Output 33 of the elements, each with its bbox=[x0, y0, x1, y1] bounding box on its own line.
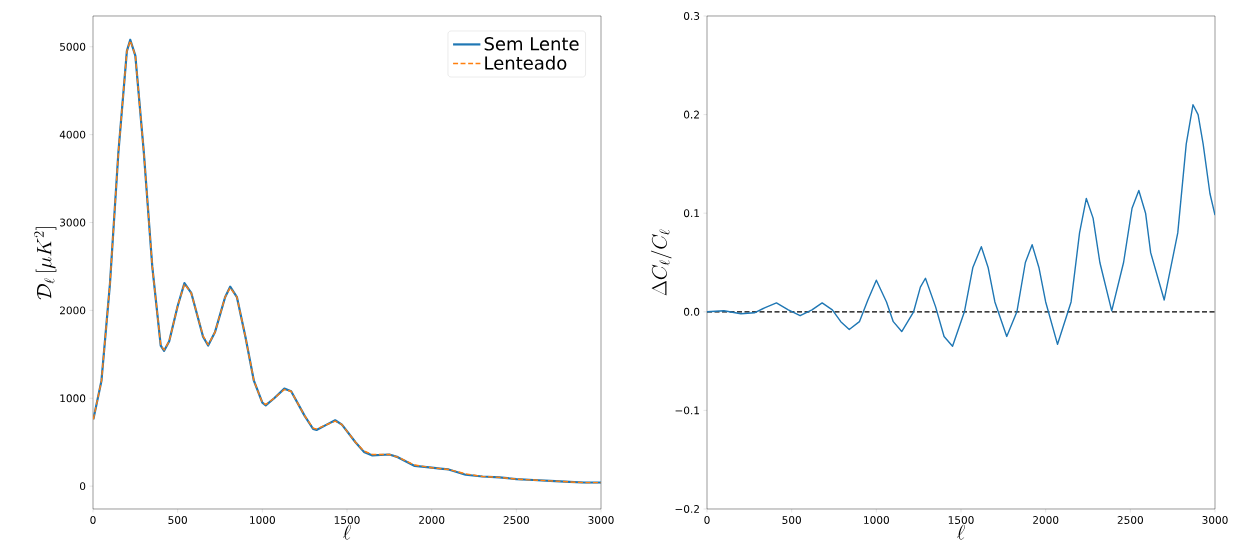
y-tick-label: 0.3 bbox=[683, 12, 700, 20]
y-tick-label: −0.2 bbox=[675, 505, 699, 513]
x-tick-label: 500 bbox=[782, 516, 801, 524]
x-axis-title: $\ell$ bbox=[343, 524, 351, 540]
legend-label: Sem Lente bbox=[484, 36, 579, 51]
x-tick-label: 1000 bbox=[250, 516, 275, 524]
line-series bbox=[707, 104, 1216, 348]
x-tick-label: 2500 bbox=[503, 516, 529, 524]
y-tick-label: 3000 bbox=[60, 218, 86, 227]
x-tick-label: 2500 bbox=[1117, 516, 1143, 524]
x-tick-label: 0 bbox=[90, 516, 96, 524]
y-tick-label: −0.1 bbox=[675, 406, 699, 415]
y-axis-title: $\Delta C_\ell/C_\ell$ bbox=[650, 229, 672, 296]
x-tick-label: 3000 bbox=[588, 516, 614, 524]
x-tick-label: 2000 bbox=[1033, 516, 1059, 524]
x-axis-title: $\ell$ bbox=[957, 524, 965, 540]
x-tick-label: 0 bbox=[704, 516, 710, 524]
x-tick-label: 1500 bbox=[948, 516, 974, 524]
legend-label: Lenteado bbox=[485, 55, 567, 70]
y-tick-label: 0 bbox=[79, 482, 86, 491]
x-tick-label: 2000 bbox=[419, 516, 445, 524]
y-tick-label: 1000 bbox=[60, 394, 86, 403]
y-tick-label: 0.2 bbox=[683, 110, 699, 119]
y-tick-label: 2000 bbox=[60, 306, 86, 315]
x-tick-label: 3000 bbox=[1202, 516, 1228, 524]
x-tick-label: 1500 bbox=[334, 516, 360, 524]
y-tick-label: 4000 bbox=[59, 130, 86, 139]
y-tick-label: 5000 bbox=[60, 42, 86, 51]
x-tick-label: 500 bbox=[168, 516, 187, 524]
y-tick-label: 0.1 bbox=[683, 209, 699, 218]
x-tick-label: 1000 bbox=[864, 516, 889, 524]
y-axis-title: $\mathcal{D}_\ell\,[\mu K^2]$ bbox=[34, 227, 57, 300]
y-tick-label: 0.0 bbox=[683, 307, 700, 316]
